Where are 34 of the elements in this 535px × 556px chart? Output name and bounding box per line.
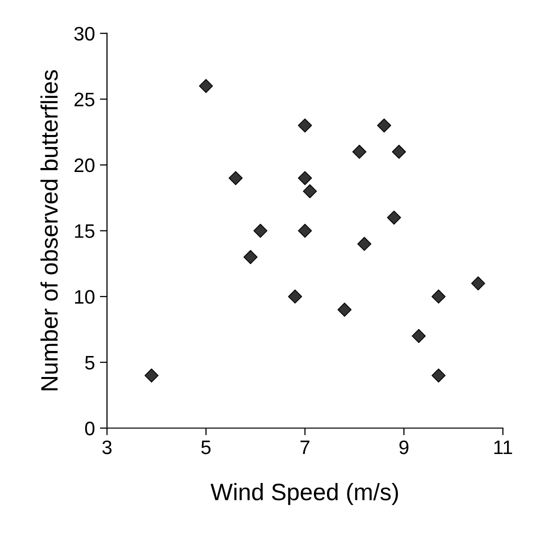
y-tick-label: 5 xyxy=(85,356,94,370)
x-tick-label: 9 xyxy=(399,440,408,454)
point xyxy=(412,329,426,344)
point xyxy=(244,250,258,264)
point xyxy=(228,171,243,186)
point xyxy=(377,118,392,132)
y-axis-title: Number of observed butterflies xyxy=(40,70,58,390)
point xyxy=(302,184,317,198)
y-tick-label: 30 xyxy=(74,26,94,41)
point xyxy=(352,144,366,159)
point xyxy=(298,118,312,132)
y-tick-label: 20 xyxy=(74,158,94,172)
point xyxy=(471,276,486,290)
point xyxy=(298,224,312,238)
point xyxy=(387,210,402,225)
y-tick-label: 0 xyxy=(85,422,94,436)
y-tick-label: 10 xyxy=(75,290,94,304)
point xyxy=(288,290,302,304)
x-axis-title: Wind Speed (m/s) xyxy=(210,483,398,506)
point xyxy=(144,368,159,382)
y-tick-label: 25 xyxy=(74,92,94,106)
point xyxy=(432,290,446,304)
y-tick-label: 15 xyxy=(75,224,94,238)
x-tick-label: 5 xyxy=(201,440,211,454)
x-tick-label: 7 xyxy=(300,440,310,454)
x-tick-label: 11 xyxy=(494,440,512,454)
point xyxy=(432,368,446,382)
point xyxy=(198,78,213,94)
point xyxy=(357,236,372,251)
point xyxy=(253,224,268,238)
x-tick-label: 3 xyxy=(102,440,112,454)
point xyxy=(338,302,352,317)
point xyxy=(392,144,406,159)
point xyxy=(298,171,312,186)
